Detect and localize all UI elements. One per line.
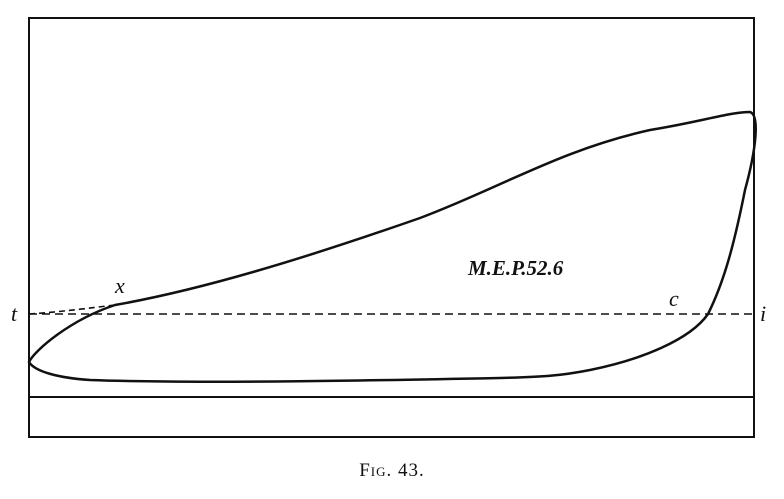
border <box>28 17 755 438</box>
indicator-curve <box>27 110 757 383</box>
point-label: c <box>669 286 679 311</box>
dashed-curve <box>28 304 116 315</box>
point-label: i <box>760 301 766 326</box>
point-label: t <box>11 301 18 326</box>
caption: Fig. 43. <box>359 460 425 481</box>
point-label: x <box>114 273 125 298</box>
mep-annotation: M.E.P.52.6 <box>467 256 564 280</box>
frame <box>27 17 757 438</box>
